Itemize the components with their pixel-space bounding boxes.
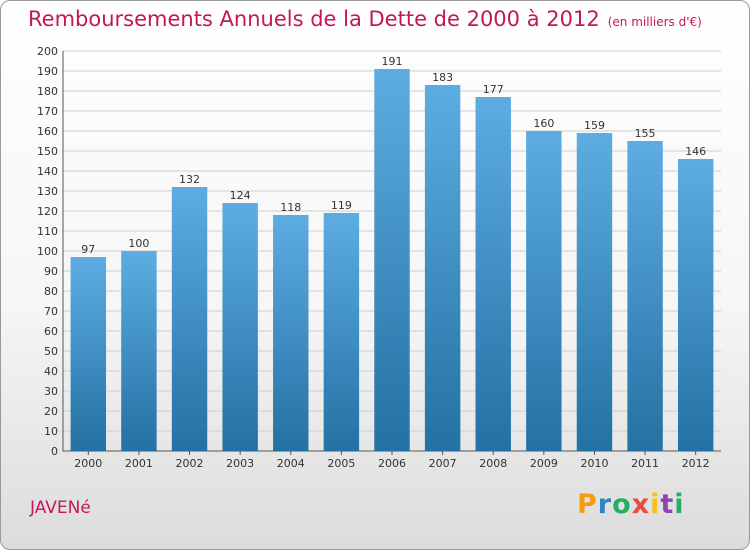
data-label-2000: 97 [81, 243, 95, 256]
bar-2001 [121, 251, 157, 451]
y-tick-label: 110 [37, 225, 58, 238]
x-tick-label: 2006 [378, 457, 406, 470]
data-label-2011: 155 [635, 127, 656, 140]
y-tick-label: 140 [37, 165, 58, 178]
y-tick-label: 60 [44, 325, 58, 338]
y-tick-label: 40 [44, 365, 58, 378]
bar-2012 [677, 159, 714, 451]
y-tick-label: 180 [37, 85, 58, 98]
x-tick-label: 2007 [429, 457, 457, 470]
data-label-2003: 124 [230, 189, 251, 202]
bar-2009 [526, 131, 562, 451]
y-tick-label: 70 [44, 305, 58, 318]
x-tick-label: 2001 [125, 457, 153, 470]
x-tick-label: 2012 [682, 457, 710, 470]
logo-letter: i [674, 489, 685, 520]
x-axis-ticks: 2000 2001 2002 2003 2004 2005 2006 2007 2008 2009… [74, 451, 710, 470]
bar-2006 [374, 69, 410, 451]
y-axis-ticks: 0 10 20 30 40 50 60 70 80 90 100 110 120 130 140 150 160… [37, 45, 58, 458]
logo-letter: x [631, 489, 651, 520]
x-tick-label: 2003 [226, 457, 254, 470]
y-tick-label: 150 [37, 145, 58, 158]
logo-letter: t [660, 489, 675, 520]
x-tick-label: 2002 [176, 457, 204, 470]
data-label-2006: 191 [382, 55, 403, 68]
chart-title-text: Remboursements Annuels de la Dette de 20… [28, 7, 600, 31]
bar-2002 [171, 187, 208, 451]
x-tick-label: 2011 [631, 457, 659, 470]
logo-letter: P [577, 489, 598, 520]
y-tick-label: 130 [37, 185, 58, 198]
data-label-2012: 146 [685, 145, 706, 158]
bar-2007 [424, 85, 461, 451]
y-tick-label: 50 [44, 345, 58, 358]
commune-name: JAVENé [30, 498, 91, 518]
data-label-2007: 183 [432, 71, 453, 84]
bars: 97 100 132 124 118 119 191 183 177 160 159 155 146 [70, 55, 714, 451]
bar-2004 [273, 215, 309, 451]
logo-letter: i [650, 489, 661, 520]
bar-2005 [323, 213, 360, 451]
y-tick-label: 120 [37, 205, 58, 218]
logo-letter: r [597, 489, 613, 520]
y-tick-label: 160 [37, 125, 58, 138]
y-tick-label: 200 [37, 45, 58, 58]
data-label-2010: 159 [584, 119, 605, 132]
y-tick-label: 80 [44, 285, 58, 298]
y-tick-label: 10 [44, 425, 58, 438]
y-tick-label: 20 [44, 405, 58, 418]
proxiti-logo[interactable]: Proxiti [577, 489, 685, 520]
data-label-2004: 118 [280, 201, 301, 214]
x-tick-label: 2005 [327, 457, 355, 470]
bar-2008 [475, 97, 511, 451]
y-tick-label: 0 [51, 445, 58, 458]
y-tick-label: 90 [44, 265, 58, 278]
data-label-2005: 119 [331, 199, 352, 212]
bar-2003 [222, 203, 258, 451]
data-label-2008: 177 [483, 83, 504, 96]
chart-unit: (en milliers d'€) [607, 15, 702, 29]
y-tick-label: 170 [37, 105, 58, 118]
y-tick-label: 30 [44, 385, 58, 398]
x-tick-label: 2000 [74, 457, 102, 470]
x-tick-label: 2008 [479, 457, 507, 470]
data-label-2009: 160 [533, 117, 554, 130]
data-label-2002: 132 [179, 173, 200, 186]
x-tick-label: 2010 [580, 457, 608, 470]
bar-2011 [627, 141, 663, 451]
x-tick-label: 2004 [277, 457, 305, 470]
logo-letter: o [612, 489, 632, 520]
data-label-2001: 100 [128, 237, 149, 250]
bar-2000 [70, 257, 107, 451]
y-tick-label: 190 [37, 65, 58, 78]
x-tick-label: 2009 [530, 457, 558, 470]
bar-2010 [576, 133, 613, 451]
y-tick-label: 100 [37, 245, 58, 258]
chart-title: Remboursements Annuels de la Dette de 20… [28, 7, 702, 31]
